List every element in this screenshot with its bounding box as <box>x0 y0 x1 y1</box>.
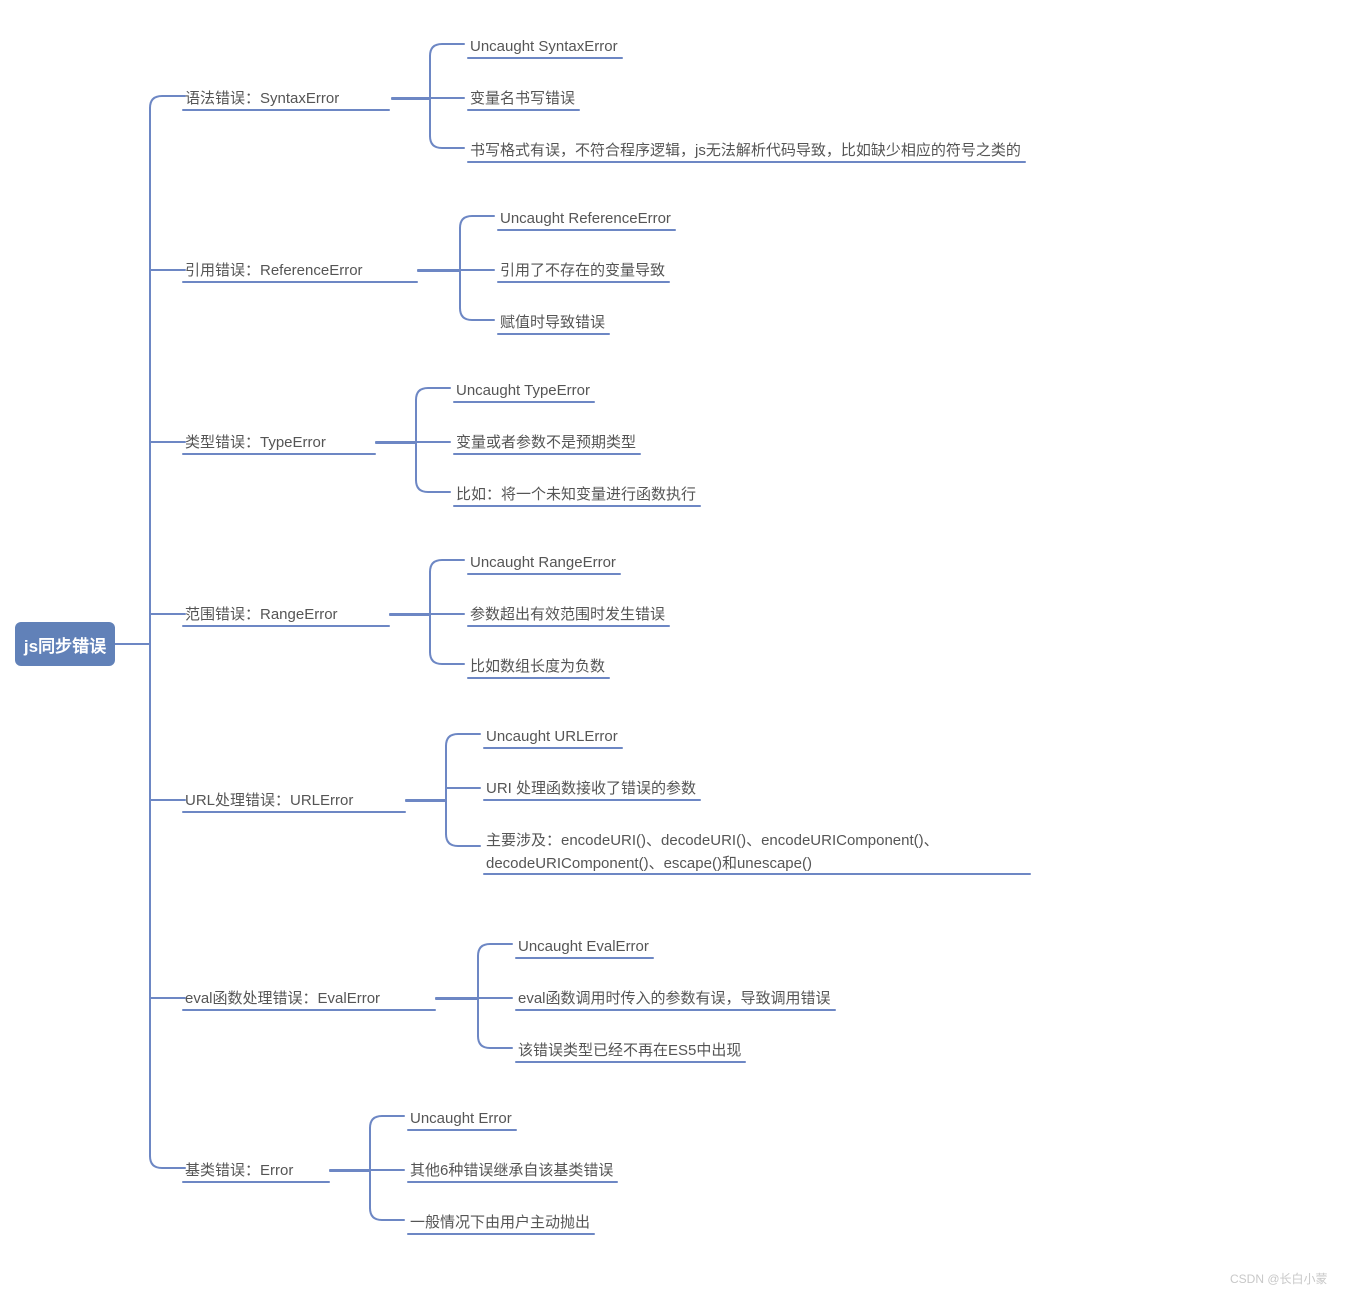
watermark: CSDN @长白小蒙 <box>1230 1270 1328 1287</box>
base-l1: Uncaught Error <box>410 1108 512 1131</box>
base-l3: 一般情况下由用户主动抛出 <box>410 1212 590 1235</box>
range-l2: 参数超出有效范围时发生错误 <box>470 604 665 627</box>
url-l2: URI 处理函数接收了错误的参数 <box>486 778 696 801</box>
type-l1: Uncaught TypeError <box>456 380 590 403</box>
range-l1: Uncaught RangeError <box>470 552 616 575</box>
root-node: js同步错误 <box>15 622 115 666</box>
branch-ref: 引用错误：ReferenceError <box>185 260 363 283</box>
ref-l1: Uncaught ReferenceError <box>500 208 671 231</box>
branch-type: 类型错误：TypeError <box>185 432 326 455</box>
branch-range: 范围错误：RangeError <box>185 604 338 627</box>
mindmap-canvas: js同步错误 语法错误：SyntaxError Uncaught SyntaxErr… <box>0 0 1360 1296</box>
url-l3: 主要涉及：encodeURI()、decodeURI()、encodeURICo… <box>486 830 1026 875</box>
branch-base: 基类错误：Error <box>185 1160 293 1183</box>
syn-l2: 变量名书写错误 <box>470 88 575 111</box>
range-l3: 比如数组长度为负数 <box>470 656 605 679</box>
eval-l3: 该错误类型已经不再在ES5中出现 <box>518 1040 741 1063</box>
url-l1: Uncaught URLError <box>486 726 618 749</box>
type-l2: 变量或者参数不是预期类型 <box>456 432 636 455</box>
ref-l3: 赋值时导致错误 <box>500 312 605 335</box>
eval-l2: eval函数调用时传入的参数有误，导致调用错误 <box>518 988 831 1011</box>
eval-l1: Uncaught EvalError <box>518 936 649 959</box>
type-l3: 比如：将一个未知变量进行函数执行 <box>456 484 696 507</box>
syn-l3: 书写格式有误，不符合程序逻辑，js无法解析代码导致，比如缺少相应的符号之类的 <box>470 140 1021 163</box>
branch-syntax: 语法错误：SyntaxError <box>185 88 339 111</box>
branch-eval: eval函数处理错误：EvalError <box>185 988 380 1011</box>
ref-l2: 引用了不存在的变量导致 <box>500 260 665 283</box>
syn-l1: Uncaught SyntaxError <box>470 36 618 59</box>
branch-url: URL处理错误：URLError <box>185 790 353 813</box>
base-l2: 其他6种错误继承自该基类错误 <box>410 1160 613 1183</box>
